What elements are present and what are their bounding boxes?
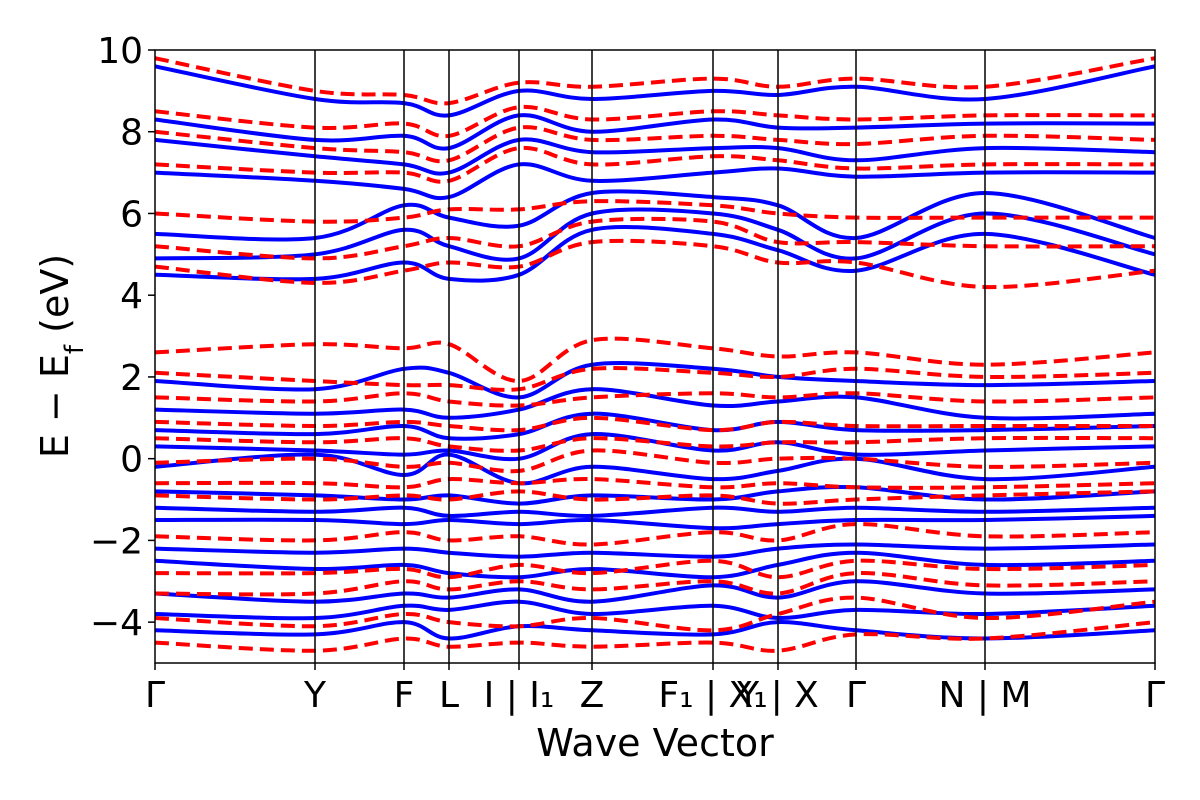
y-axis-title-main: E − E [33, 354, 77, 458]
plot-frame [154, 49, 1156, 664]
dashed-band-line [155, 435, 1155, 453]
y-tick-label: 6 [120, 194, 143, 235]
solid-band-line [155, 432, 1155, 462]
x-axis-title: Wave Vector [536, 721, 774, 765]
x-tick-label: Γ [1145, 675, 1165, 716]
dashed-band-line [155, 391, 1155, 408]
dashed-band-line [155, 216, 1155, 261]
dashed-band-series [155, 56, 1155, 653]
y-axis-title-unit: (eV) [33, 254, 77, 333]
x-tick-label: I | I₁ [484, 675, 555, 716]
dashed-band-line [155, 620, 1155, 653]
x-tick-label: Γ [145, 675, 165, 716]
y-axis-title-sub: f [60, 344, 90, 354]
solid-band-line [155, 387, 1155, 421]
solid-band-line [155, 513, 1155, 531]
k-point-lines [314, 50, 986, 663]
solid-band-line [155, 225, 1155, 283]
solid-band-line [155, 542, 1155, 559]
dashed-band-line [155, 336, 1155, 384]
x-tick-label: L [439, 675, 459, 716]
dashed-band-line [155, 104, 1155, 139]
solid-band-line [155, 162, 1155, 201]
dashed-band-line [155, 238, 1155, 290]
dashed-band-line [155, 522, 1155, 547]
solid-band-line [155, 599, 1155, 621]
solid-band-line [155, 579, 1155, 604]
x-tick-label: N | M [938, 675, 1031, 716]
dashed-band-line [155, 145, 1155, 184]
dashed-band-line [155, 415, 1155, 433]
x-tick-label: F₁ | X₁ [658, 675, 767, 716]
y-axis-ticks: −4 −2 0 2 4 6 8 10 [90, 31, 155, 644]
x-tick-label: Y [303, 675, 327, 716]
solid-band-line [155, 113, 1155, 151]
dashed-band-line [155, 56, 1155, 106]
svg-text:E − Ef (eV): E − Ef (eV) [33, 254, 90, 458]
y-tick-label: −4 [90, 603, 143, 644]
x-tick-label: F [394, 675, 415, 716]
x-tick-label: Γ [846, 675, 866, 716]
solid-band-series [155, 64, 1155, 641]
dashed-band-line [155, 125, 1155, 164]
y-tick-label: −2 [90, 521, 143, 562]
dashed-band-line [155, 448, 1155, 474]
solid-band-line [155, 411, 1155, 441]
y-tick-label: 2 [120, 358, 143, 399]
solid-band-line [155, 505, 1155, 518]
dashed-band-line [155, 477, 1155, 490]
x-tick-label: Y | X [736, 675, 819, 716]
y-axis-title: E − Ef (eV) [33, 254, 90, 458]
solid-band-line [155, 452, 1155, 486]
y-tick-label: 8 [120, 113, 143, 154]
dashed-band-line [155, 558, 1155, 580]
y-axis-title-space [33, 333, 77, 345]
dashed-band-line [155, 199, 1155, 224]
y-tick-label: 0 [120, 440, 143, 481]
solid-band-line [155, 361, 1155, 400]
x-tick-label: Z [580, 675, 605, 716]
bands-layer [155, 56, 1155, 653]
dashed-band-line [155, 489, 1155, 506]
solid-band-line [155, 207, 1155, 262]
dashed-band-line [155, 366, 1155, 392]
solid-band-line [155, 64, 1155, 118]
dashed-band-line [155, 571, 1155, 597]
y-tick-label: 4 [120, 276, 143, 317]
y-tick-label: 10 [97, 31, 143, 72]
dashed-band-line [155, 595, 1155, 633]
solid-band-line [155, 137, 1155, 176]
